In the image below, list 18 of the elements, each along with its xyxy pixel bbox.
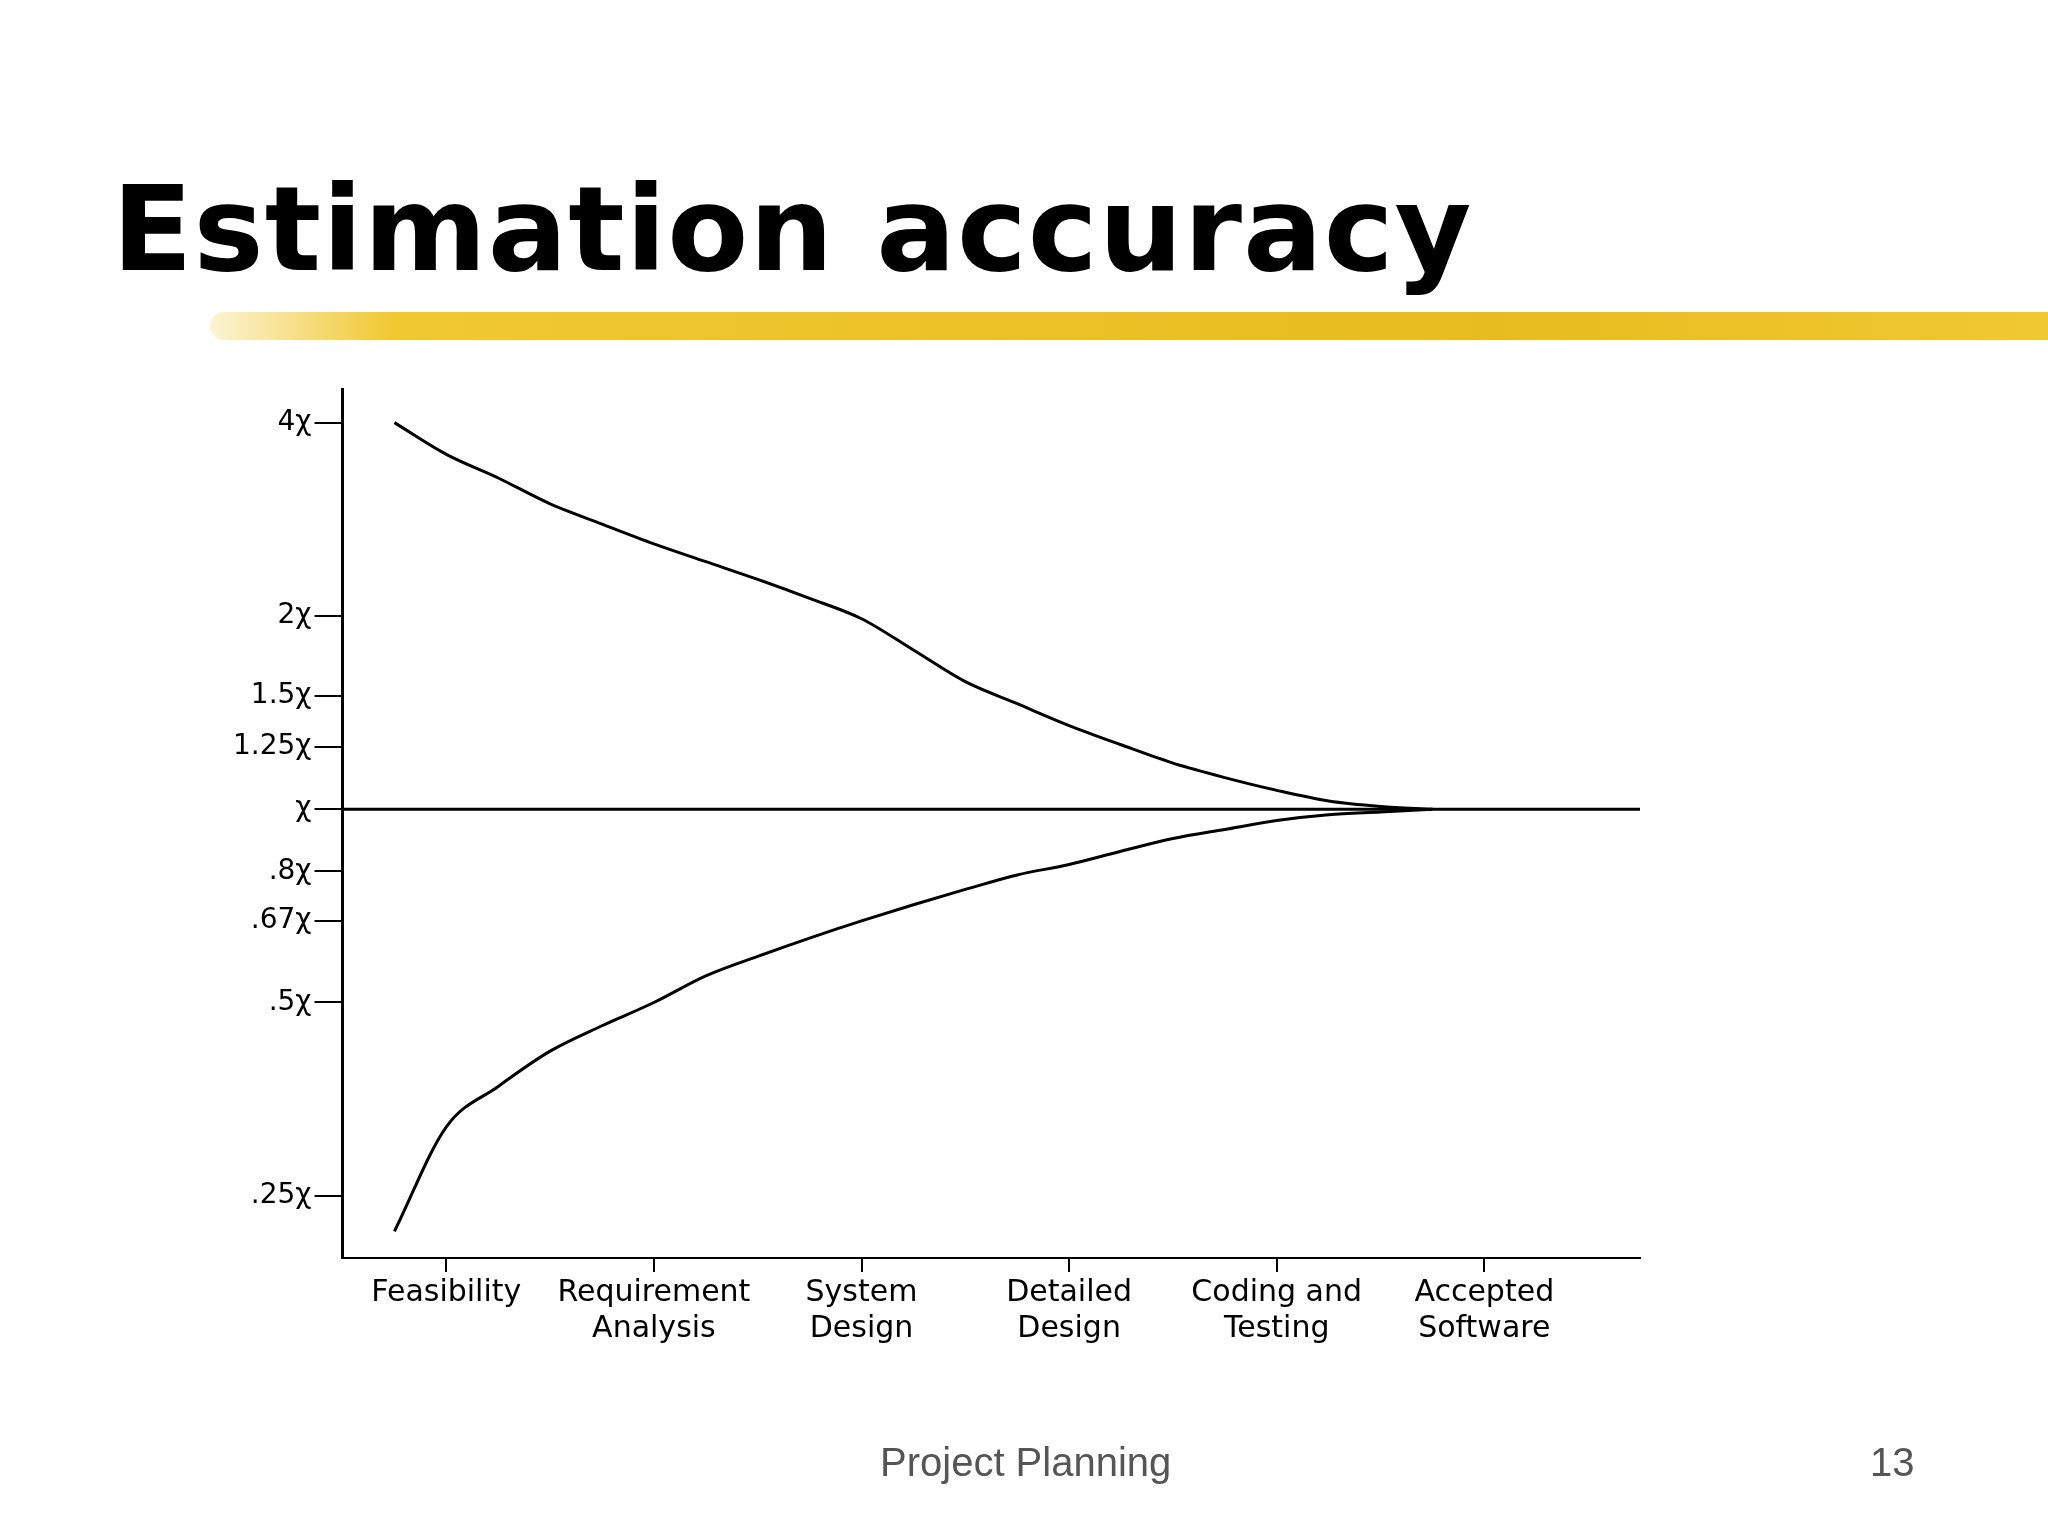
x-tick-label: Coding and Testing [1191, 1272, 1363, 1344]
x-tick-label: Detailed Design [1006, 1272, 1133, 1344]
y-tick-label: χ [295, 790, 312, 824]
chart-title: Estimation accuracy [112, 160, 1473, 298]
y-tick-label: 1.25χ [232, 728, 312, 762]
y-tick-label: 2χ [277, 597, 312, 631]
x-tick-label: Feasibility [371, 1272, 522, 1308]
text: Project Planning [880, 1440, 1172, 1485]
x-tick-label: Accepted Software [1414, 1272, 1555, 1344]
x-tick-label: System Design [805, 1272, 918, 1344]
x-tick-label: Requirement Analysis [557, 1272, 751, 1344]
y-tick-label: .67χ [250, 902, 312, 936]
y-tick-label: 4χ [277, 403, 312, 437]
y-tick-label: .25χ [250, 1177, 312, 1211]
y-tick-label: 1.5χ [250, 677, 312, 711]
y-tick-label: .5χ [268, 983, 312, 1017]
text: 13 [1870, 1440, 1915, 1485]
y-tick-label: .8χ [268, 852, 312, 886]
